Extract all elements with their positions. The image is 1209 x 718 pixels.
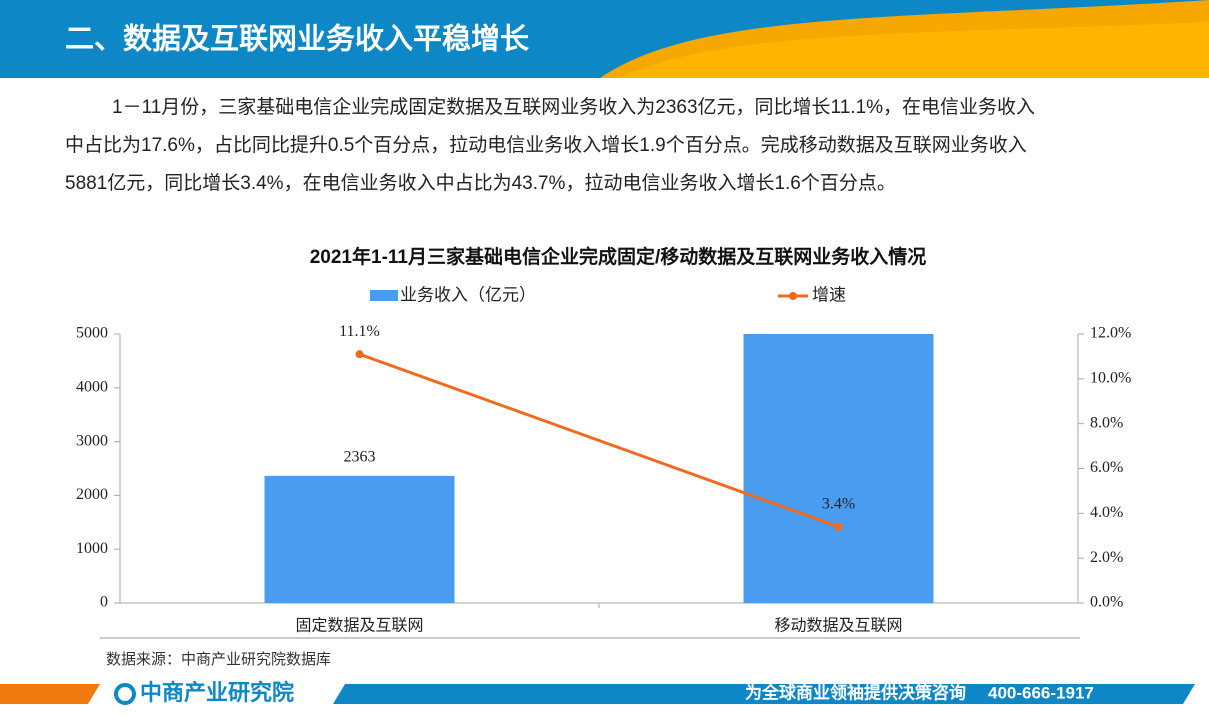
y-tick-label: 3000 [76, 432, 108, 449]
footer-slogan: 为全球商业领袖提供决策咨询 [745, 682, 966, 702]
header-title: 二、数据及互联网业务收入平稳增长 [65, 22, 530, 56]
bar [743, 334, 934, 603]
y-tick-label: 4000 [76, 378, 108, 395]
y-tick-label: 0 [100, 594, 108, 611]
paragraph-line: 1－11月份，三家基础电信企业完成固定数据及互联网业务收入为2363亿元，同比增… [112, 96, 1035, 118]
y-tick-label: 2000 [76, 486, 108, 503]
x-tick-label: 移动数据及互联网 [774, 617, 902, 635]
y2-tick-label: 12.0% [1090, 325, 1131, 342]
paragraph-line: 5881亿元，同比增长3.4%，在电信业务收入中占比为43.7%，拉动电信业务收… [65, 172, 896, 194]
chart-title: 2021年1-11月三家基础电信企业完成固定/移动数据及互联网业务收入情况 [310, 245, 927, 268]
line-label: 11.1% [339, 323, 380, 340]
y-tick-label: 1000 [76, 540, 108, 557]
line [358, 352, 840, 529]
bar-label: 2363 [344, 449, 376, 466]
y-tick-label: 5000 [76, 325, 108, 342]
line-point [355, 350, 364, 359]
footer-phone: 400-666-1917 [988, 683, 1094, 702]
bar [264, 475, 455, 603]
legend-swatch [370, 290, 398, 301]
footer-accent [0, 684, 100, 704]
y2-tick-label: 6.0% [1090, 459, 1123, 476]
legend-label: 业务收入（亿元） [400, 285, 536, 304]
y2-tick-label: 8.0% [1090, 414, 1123, 431]
footer-band [333, 684, 1195, 704]
legend-label: 增速 [812, 285, 846, 304]
footer-logo: 中商产业研究院 [140, 680, 294, 705]
logo-icon [114, 683, 136, 705]
line-label: 3.4% [822, 495, 855, 512]
y2-tick-label: 4.0% [1090, 504, 1123, 521]
source: 数据来源：中商产业研究院数据库 [106, 650, 331, 668]
y2-tick-label: 10.0% [1090, 370, 1131, 387]
y2-tick-label: 2.0% [1090, 549, 1123, 566]
y2-tick-label: 0.0% [1090, 594, 1123, 611]
line-point [834, 522, 843, 531]
x-tick-label: 固定数据及互联网 [295, 617, 423, 635]
paragraph-line: 中占比为17.6%，占比同比提升0.5个百分点，拉动电信业务收入增长1.9个百分… [65, 134, 1027, 156]
legend-swatch [789, 292, 797, 300]
header-swoosh [620, 22, 1209, 78]
